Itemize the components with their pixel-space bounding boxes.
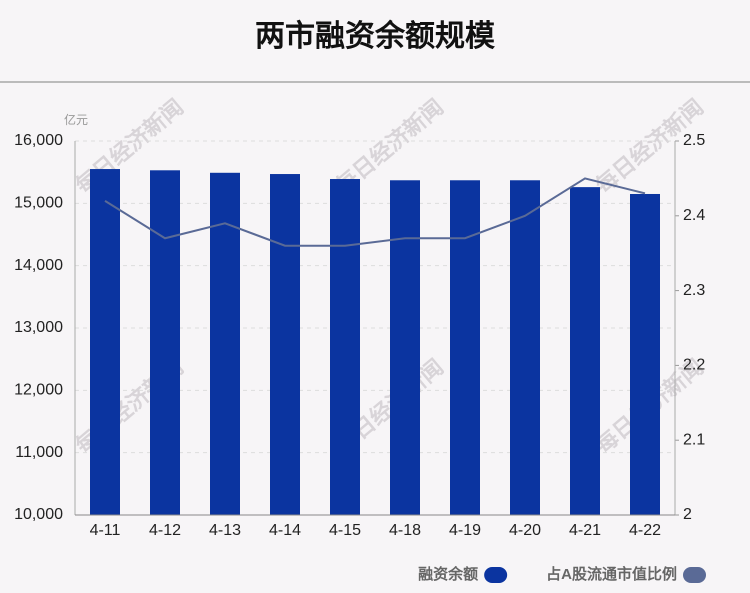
- y-tick-label: 15,000: [14, 195, 63, 212]
- bar: [570, 187, 600, 516]
- y2-tick-label: 2.2: [683, 357, 705, 374]
- y-unit: 亿元: [64, 112, 88, 127]
- x-tick-label: 4-14: [269, 522, 301, 539]
- bar: [390, 180, 420, 515]
- y-tick-label: 11,000: [15, 444, 63, 461]
- y2-tick-label: 2.4: [683, 207, 705, 224]
- bar: [630, 193, 660, 515]
- y2-tick-label: 2.5: [683, 132, 705, 149]
- x-tick-label: 4-15: [329, 522, 361, 539]
- x-tick-label: 4-20: [509, 522, 541, 539]
- bar: [90, 169, 120, 516]
- bar: [510, 180, 540, 515]
- y2-tick-label: 2: [683, 506, 692, 523]
- line: [104, 177, 646, 247]
- y2-tick-label: 2.1: [683, 431, 705, 448]
- legend-label: 融资余额: [418, 565, 478, 583]
- y-tick-label: 10,000: [14, 506, 63, 523]
- legend-swatch: [683, 567, 706, 583]
- legend-swatch: [484, 567, 508, 583]
- x-tick-label: 4-18: [389, 522, 421, 539]
- x-tick-label: 4-21: [569, 522, 601, 539]
- x-tick-label: 4-11: [90, 522, 121, 539]
- y-tick-label: 13,000: [14, 319, 63, 336]
- chart-title: 两市融资余额规模: [255, 19, 495, 53]
- y2-tick-label: 2.3: [683, 282, 705, 299]
- x-tick-label: 4-19: [449, 522, 481, 539]
- y-tick-label: 12,000: [14, 382, 63, 399]
- bar: [330, 179, 360, 516]
- legend-label: 占A股流通市值比例: [546, 565, 677, 583]
- y-tick-label: 14,000: [14, 257, 63, 274]
- bar: [210, 172, 240, 516]
- x-tick-label: 4-13: [209, 522, 241, 539]
- bar: [450, 180, 480, 515]
- bar: [270, 174, 300, 515]
- x-tick-label: 4-12: [149, 522, 181, 539]
- y-tick-label: 16,000: [14, 132, 63, 149]
- bar: [150, 170, 180, 515]
- x-tick-label: 4-22: [629, 522, 661, 539]
